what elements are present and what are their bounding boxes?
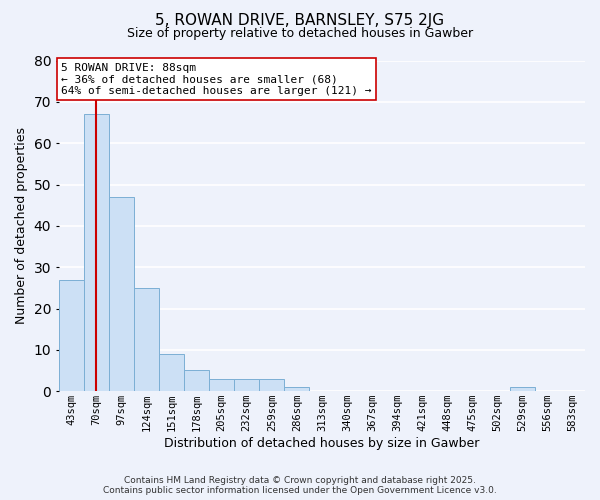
Bar	[209, 379, 234, 391]
Bar	[59, 280, 84, 391]
Bar	[134, 288, 159, 391]
Bar	[284, 387, 310, 391]
Text: 5, ROWAN DRIVE, BARNSLEY, S75 2JG: 5, ROWAN DRIVE, BARNSLEY, S75 2JG	[155, 12, 445, 28]
Bar	[259, 379, 284, 391]
Bar	[84, 114, 109, 391]
Text: 5 ROWAN DRIVE: 88sqm
← 36% of detached houses are smaller (68)
64% of semi-detac: 5 ROWAN DRIVE: 88sqm ← 36% of detached h…	[61, 62, 372, 96]
Bar	[109, 197, 134, 391]
Y-axis label: Number of detached properties: Number of detached properties	[15, 128, 28, 324]
Bar	[234, 379, 259, 391]
X-axis label: Distribution of detached houses by size in Gawber: Distribution of detached houses by size …	[164, 437, 479, 450]
Bar	[184, 370, 209, 391]
Bar	[159, 354, 184, 391]
Text: Contains HM Land Registry data © Crown copyright and database right 2025.
Contai: Contains HM Land Registry data © Crown c…	[103, 476, 497, 495]
Text: Size of property relative to detached houses in Gawber: Size of property relative to detached ho…	[127, 28, 473, 40]
Bar	[510, 387, 535, 391]
